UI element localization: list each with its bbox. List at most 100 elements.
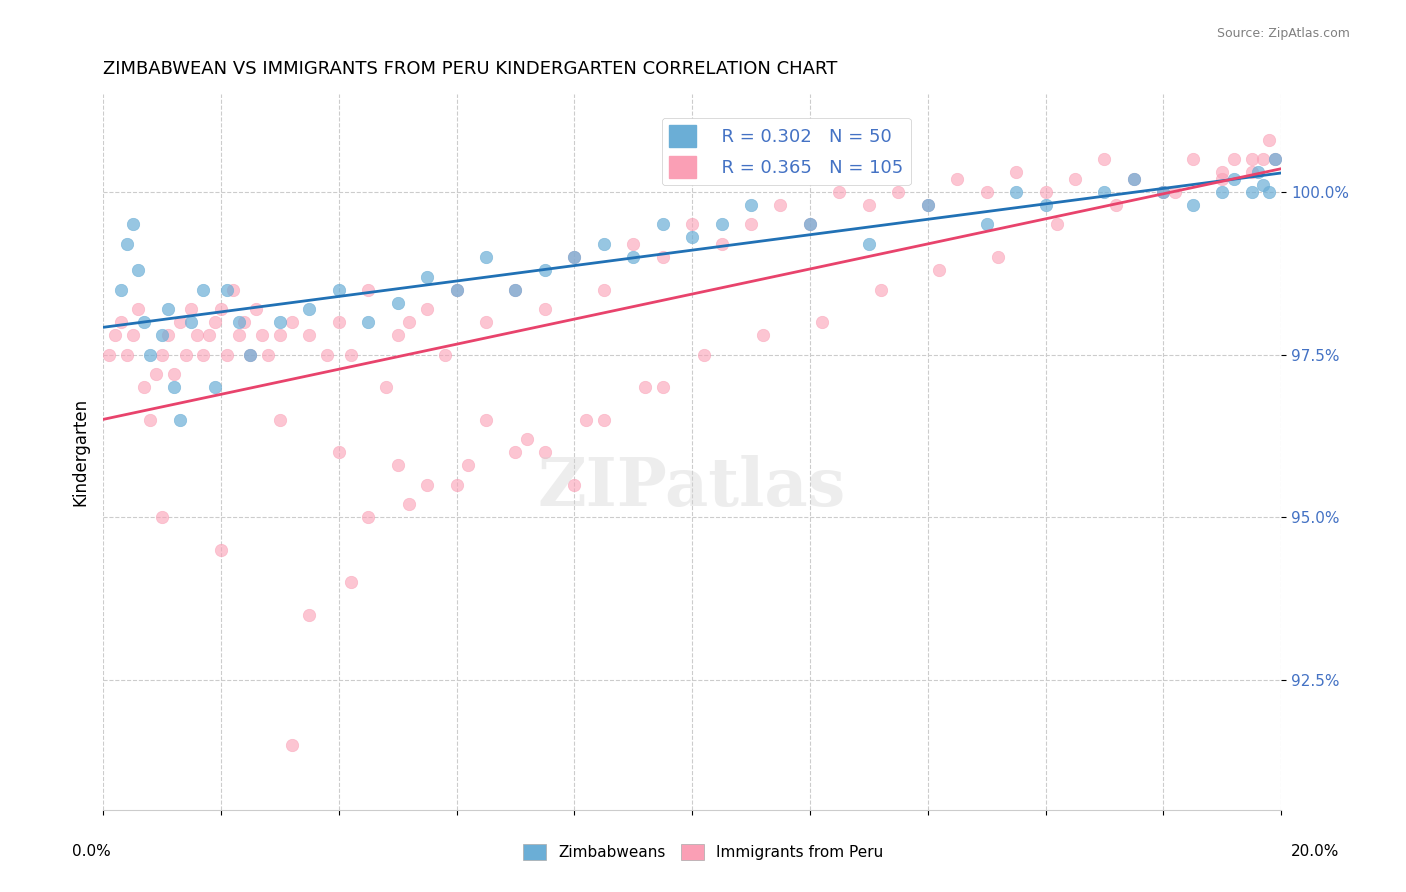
Point <box>127 301 149 316</box>
Point <box>1181 153 1204 167</box>
Point <box>416 477 439 491</box>
Point <box>446 477 468 491</box>
Point <box>1211 172 1233 186</box>
Point <box>917 198 939 212</box>
Point <box>280 738 302 752</box>
Point <box>858 198 880 212</box>
Text: ZIPatlas: ZIPatlas <box>538 455 846 520</box>
Point <box>887 185 910 199</box>
Point <box>475 250 498 264</box>
Point <box>562 250 585 264</box>
Point <box>1092 153 1115 167</box>
Point <box>505 283 527 297</box>
Point <box>139 347 162 361</box>
Point <box>681 218 703 232</box>
Point <box>215 347 238 361</box>
Point <box>1240 165 1263 179</box>
Point <box>193 347 215 361</box>
Point <box>446 283 468 297</box>
Point <box>387 295 409 310</box>
Point <box>1092 185 1115 199</box>
Point <box>1264 153 1286 167</box>
Point <box>298 301 321 316</box>
Point <box>693 347 716 361</box>
Point <box>651 218 673 232</box>
Point <box>1122 172 1144 186</box>
Point <box>298 607 321 622</box>
Point <box>651 250 673 264</box>
Point <box>257 347 280 361</box>
Text: ZIMBABWEAN VS IMMIGRANTS FROM PERU KINDERGARTEN CORRELATION CHART: ZIMBABWEAN VS IMMIGRANTS FROM PERU KINDE… <box>103 60 838 78</box>
Point <box>1046 218 1069 232</box>
Point <box>740 218 762 232</box>
Point <box>209 542 232 557</box>
Point <box>1223 172 1246 186</box>
Point <box>987 250 1010 264</box>
Point <box>269 412 291 426</box>
Point <box>621 237 644 252</box>
Point <box>592 237 614 252</box>
Point <box>180 315 202 329</box>
Point <box>740 198 762 212</box>
Point <box>233 315 256 329</box>
Point <box>534 445 557 459</box>
Point <box>1211 165 1233 179</box>
Point <box>858 237 880 252</box>
Point <box>398 497 420 511</box>
Point <box>357 315 380 329</box>
Point <box>150 328 173 343</box>
Point <box>416 301 439 316</box>
Point <box>710 237 733 252</box>
Point <box>215 283 238 297</box>
Point <box>1035 198 1057 212</box>
Point <box>387 328 409 343</box>
Point <box>446 283 468 297</box>
Point <box>1240 185 1263 199</box>
Point <box>475 412 498 426</box>
Point <box>250 328 273 343</box>
Text: 20.0%: 20.0% <box>1291 845 1339 859</box>
Point <box>710 218 733 232</box>
Point <box>1035 185 1057 199</box>
Point <box>1253 178 1275 193</box>
Legend: Zimbabweans, Immigrants from Peru: Zimbabweans, Immigrants from Peru <box>517 838 889 866</box>
Point <box>651 380 673 394</box>
Point <box>1152 185 1174 199</box>
Point <box>204 380 226 394</box>
Point <box>98 347 121 361</box>
Y-axis label: Kindergarten: Kindergarten <box>72 398 89 506</box>
Point <box>198 328 221 343</box>
Point <box>634 380 657 394</box>
Point <box>1181 198 1204 212</box>
Point <box>1164 185 1187 199</box>
Point <box>505 445 527 459</box>
Point <box>681 230 703 244</box>
Point <box>592 283 614 297</box>
Point <box>339 575 361 590</box>
Point <box>1258 185 1281 199</box>
Point <box>280 315 302 329</box>
Point <box>145 367 167 381</box>
Point <box>562 250 585 264</box>
Point <box>357 510 380 524</box>
Point <box>156 328 179 343</box>
Point <box>121 328 143 343</box>
Point <box>121 218 143 232</box>
Point <box>1105 198 1128 212</box>
Point <box>245 301 267 316</box>
Point <box>1005 165 1028 179</box>
Point <box>156 301 179 316</box>
Point <box>976 185 998 199</box>
Point <box>209 301 232 316</box>
Point <box>204 315 226 329</box>
Point <box>163 367 186 381</box>
Point <box>799 218 821 232</box>
Point <box>269 315 291 329</box>
Point <box>169 315 191 329</box>
Point <box>169 412 191 426</box>
Point <box>592 412 614 426</box>
Point <box>1253 153 1275 167</box>
Point <box>186 328 208 343</box>
Point <box>1152 185 1174 199</box>
Point <box>339 347 361 361</box>
